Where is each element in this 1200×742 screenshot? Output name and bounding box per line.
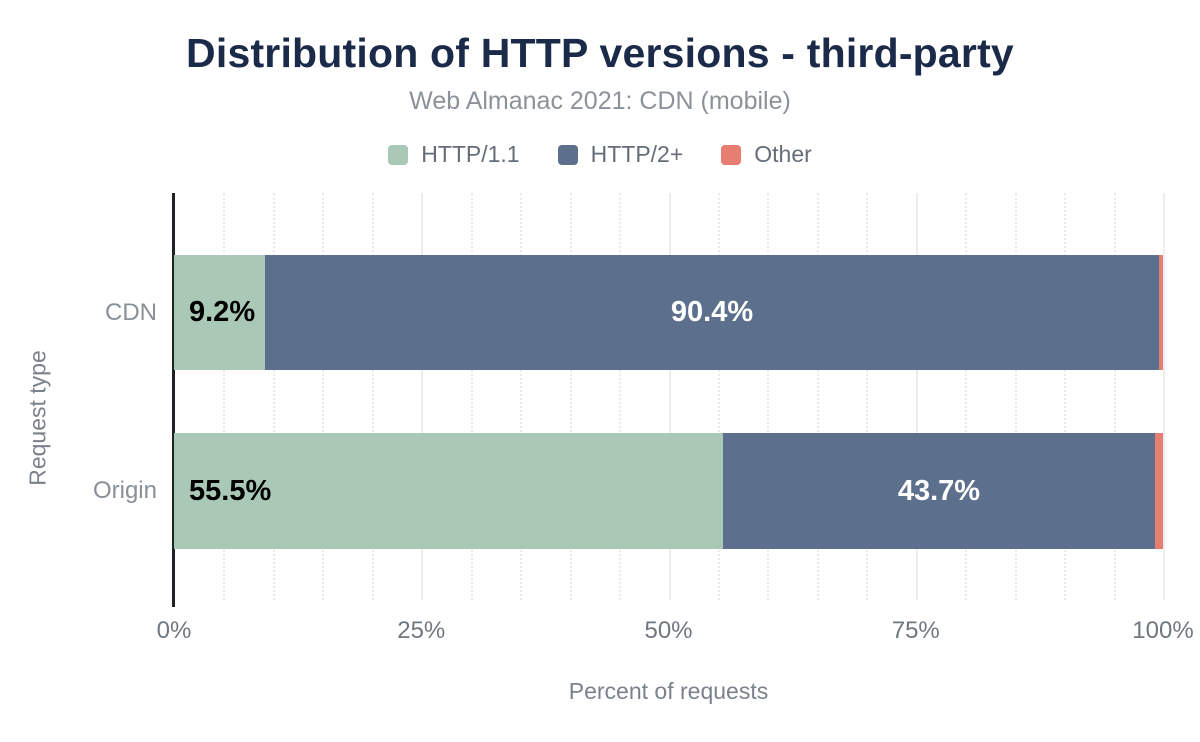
category-label-cdn: CDN: [105, 298, 157, 326]
legend-label: HTTP/1.1: [421, 141, 520, 167]
legend: HTTP/1.1 HTTP/2+ Other: [0, 141, 1200, 168]
legend-item-http-1-1: HTTP/1.1: [388, 141, 520, 168]
bar-segment-origin-http-2: 43.7%: [722, 433, 1156, 549]
legend-item-http-2: HTTP/2+: [557, 141, 684, 168]
x-tick-50: 50%: [644, 617, 693, 644]
bar-segment-cdn-other: [1159, 255, 1163, 370]
gridline-95: [1113, 193, 1116, 600]
x-axis-ticks: 0% 25% 50% 75% 100%: [157, 617, 1194, 645]
gridline-35: [520, 193, 523, 600]
gridline-40: [569, 193, 572, 600]
gridline-45: [619, 193, 622, 600]
x-tick-75: 75%: [891, 617, 940, 644]
category-label-origin: Origin: [92, 477, 157, 504]
legend-swatch-other: [721, 144, 742, 165]
bar-segment-cdn-http-2: 90.4%: [264, 255, 1160, 370]
chart-title: Distribution of HTTP versions - third-pa…: [186, 30, 1014, 76]
bar-segment-origin-http-1-1: 55.5%: [174, 433, 723, 549]
legend-label: Other: [754, 141, 812, 167]
gridline-70: [866, 193, 869, 600]
x-tick-0: 0%: [156, 617, 192, 644]
gridline-10: [272, 193, 275, 600]
gridline-55: [717, 193, 720, 600]
legend-swatch-http-1-1: [388, 144, 409, 165]
gridline-100: [1163, 193, 1165, 600]
gridline-65: [816, 193, 819, 600]
legend-label: HTTP/2+: [590, 141, 684, 167]
data-label-origin-http-2: 43.7%: [897, 474, 981, 507]
chart-subtitle: Web Almanac 2021: CDN (mobile): [409, 87, 791, 115]
gridline-75: [915, 193, 918, 600]
gridline-20: [371, 193, 374, 600]
gridline-60: [767, 193, 770, 600]
x-tick-100: 100%: [1132, 617, 1194, 644]
data-label-origin-http-1-1: 55.5%: [189, 474, 272, 507]
data-label-cdn-http-1-1: 9.2%: [189, 296, 256, 328]
gridline-30: [470, 193, 473, 600]
plot-area: CDN 9.2% 90.4% Origin 55.5% 43.7%: [93, 193, 1165, 600]
gridline-85: [1014, 193, 1017, 600]
x-tick-25: 25%: [397, 617, 446, 644]
x-axis-title: Percent of requests: [568, 678, 769, 704]
gridline-90: [1064, 193, 1067, 600]
y-axis-line: [172, 193, 175, 607]
gridline-15: [322, 193, 325, 600]
gridline-25: [421, 193, 424, 600]
gridline-80: [965, 193, 968, 600]
legend-swatch-http-2: [557, 144, 578, 165]
gridline-50: [668, 193, 671, 600]
y-axis-title: Request type: [24, 350, 51, 486]
data-label-cdn-http-2: 90.4%: [670, 296, 754, 328]
bar-segment-origin-other: [1155, 433, 1163, 549]
bar-segment-cdn-http-1-1: 9.2%: [174, 255, 265, 370]
bar-row-origin: Origin 55.5% 43.7%: [93, 433, 1163, 549]
gridline-5: [223, 193, 226, 600]
bar-row-cdn: CDN 9.2% 90.4%: [105, 255, 1163, 370]
legend-item-other: Other: [721, 141, 812, 168]
